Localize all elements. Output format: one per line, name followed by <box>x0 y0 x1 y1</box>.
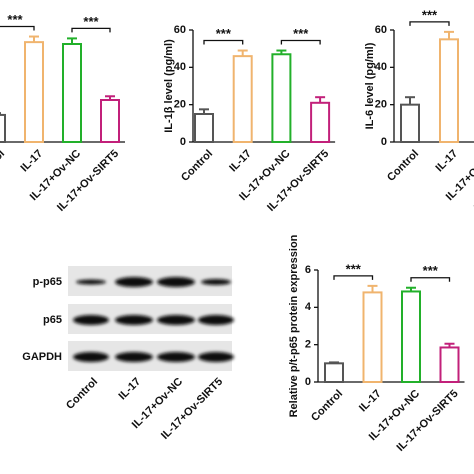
band <box>115 352 153 362</box>
y-axis-title: Relative p/t-p65 protein expression <box>288 234 300 417</box>
bar <box>439 38 459 143</box>
bar <box>194 113 214 143</box>
x-tick-label: Control <box>385 148 421 184</box>
bar <box>400 103 420 143</box>
band <box>115 277 153 287</box>
significance-label: *** <box>293 26 309 41</box>
y-tick-label: 4 <box>305 301 312 313</box>
band <box>198 315 234 325</box>
y-tick-label: 60 <box>375 24 387 36</box>
bar <box>439 346 460 384</box>
significance-bracket <box>410 277 451 282</box>
band <box>157 277 195 287</box>
blot-row-label: p-p65 <box>33 276 62 288</box>
bar <box>362 291 383 383</box>
significance-bracket <box>203 39 244 45</box>
significance-bracket <box>333 275 374 280</box>
band <box>157 352 195 362</box>
y-tick-label: 20 <box>375 99 387 111</box>
blot-row-label: GAPDH <box>22 351 62 363</box>
bar <box>324 362 344 384</box>
significance-bracket <box>409 21 450 26</box>
x-tick-label: IL-17 <box>227 148 254 175</box>
y-axis-title: IL-1β level (pg/ml) <box>163 39 175 133</box>
y-tick-label: 2 <box>305 339 311 351</box>
y-tick-label: 40 <box>375 61 387 73</box>
significance-label: *** <box>346 261 362 276</box>
y-tick-label: 20 <box>174 99 186 111</box>
bar <box>232 55 253 144</box>
bar <box>0 113 6 143</box>
band <box>76 279 106 285</box>
bar <box>24 41 44 144</box>
significance-label: *** <box>216 26 232 41</box>
y-tick-label: 40 <box>174 61 186 73</box>
x-tick-label: IL-17 <box>434 148 461 175</box>
blot-lane-label: Control <box>64 376 100 412</box>
bar <box>401 290 421 384</box>
western-blot <box>68 266 234 371</box>
y-tick-label: 60 <box>174 24 186 36</box>
bar <box>271 53 292 143</box>
blot-row-label: p65 <box>43 314 62 326</box>
x-tick-label: IL-17 <box>19 148 46 175</box>
bar <box>310 101 331 144</box>
significance-bracket <box>0 25 35 31</box>
bar <box>100 99 120 143</box>
x-tick-label: Control <box>179 148 215 184</box>
significance-bracket <box>71 27 111 33</box>
significance-bracket <box>280 39 321 45</box>
band <box>73 315 109 325</box>
y-tick-label: 0 <box>180 136 186 148</box>
significance-label: *** <box>83 14 99 29</box>
significance-label: *** <box>7 12 23 27</box>
band <box>115 315 153 325</box>
band <box>201 279 231 285</box>
band <box>157 315 195 325</box>
y-tick-label: 0 <box>381 136 387 148</box>
x-tick-label: Control <box>309 388 345 424</box>
significance-label: *** <box>422 7 438 22</box>
y-tick-label: 0 <box>305 376 311 388</box>
band <box>198 352 234 362</box>
significance-label: *** <box>423 263 439 278</box>
y-tick-label: 6 <box>305 264 311 276</box>
x-tick-label: IL-17 <box>357 388 384 415</box>
y-axis-title: IL-6 level (pg/ml) <box>364 42 376 129</box>
x-tick-label: Control <box>0 148 7 184</box>
blot-lane-label: IL-17 <box>117 376 144 403</box>
bar <box>62 43 82 143</box>
band <box>73 352 109 362</box>
